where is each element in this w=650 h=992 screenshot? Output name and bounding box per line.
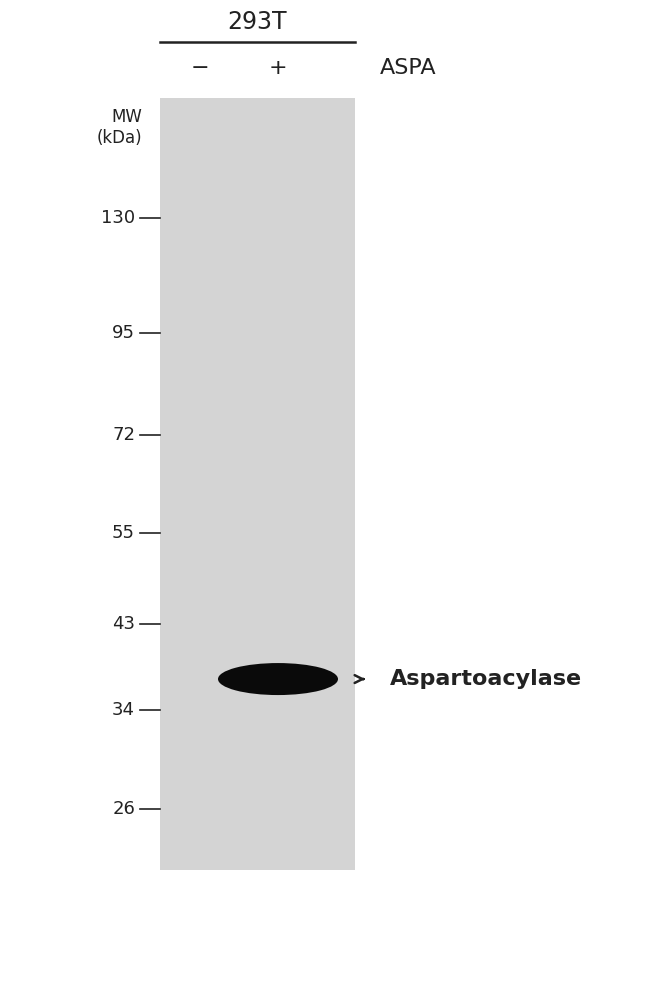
Text: ASPA: ASPA: [380, 58, 437, 78]
Ellipse shape: [218, 663, 338, 695]
Text: 43: 43: [112, 615, 135, 633]
Text: MW
(kDa): MW (kDa): [96, 108, 142, 147]
Text: 55: 55: [112, 525, 135, 543]
Bar: [160, 98, 355, 870]
Text: −: −: [190, 58, 209, 78]
Text: 26: 26: [112, 800, 135, 817]
Text: Aspartoacylase: Aspartoacylase: [390, 669, 582, 689]
Text: 130: 130: [101, 208, 135, 226]
Text: 95: 95: [112, 323, 135, 341]
Text: 34: 34: [112, 701, 135, 719]
Text: +: +: [268, 58, 287, 78]
Text: 72: 72: [112, 426, 135, 443]
Text: 293T: 293T: [227, 10, 287, 34]
